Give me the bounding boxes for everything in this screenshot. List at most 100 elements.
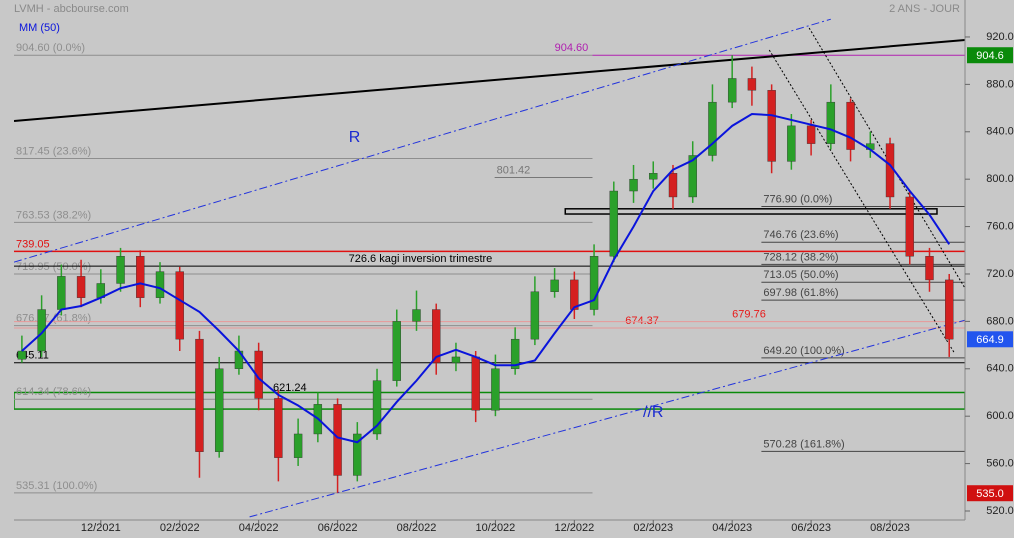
y-tick-label: 880.0 xyxy=(986,78,1014,90)
price-tag xyxy=(967,485,1013,502)
trend-line xyxy=(14,38,965,122)
level-label: 697.98 (61.8%) xyxy=(763,287,838,299)
candle-body xyxy=(293,433,303,458)
candle-body xyxy=(727,78,737,103)
x-tick-label: 08/2022 xyxy=(397,522,437,534)
annotation: //R xyxy=(643,404,663,421)
candle-body xyxy=(353,433,362,476)
candle-body xyxy=(17,350,27,360)
y-tick-label: 560.0 xyxy=(986,457,1014,469)
price-tag-label: 664.9 xyxy=(976,334,1004,346)
candle-body xyxy=(767,90,776,162)
candle-body xyxy=(333,404,342,476)
candle-body xyxy=(254,350,263,399)
candle-body xyxy=(451,356,461,364)
candle-body xyxy=(688,155,697,198)
chart-title: LVMH - abcbourse.com xyxy=(14,3,129,15)
price-tag-label: 535.0 xyxy=(976,488,1004,500)
y-tick-label: 680.0 xyxy=(986,315,1014,327)
moving-average xyxy=(21,112,951,444)
level-label: 776.90 (0.0%) xyxy=(763,193,832,205)
candle-body xyxy=(945,279,954,340)
candle-body xyxy=(175,271,184,340)
zone xyxy=(564,208,938,215)
candle-body xyxy=(708,101,717,156)
candle-body xyxy=(787,125,796,162)
x-tick-label: 08/2023 xyxy=(870,522,910,534)
candle-body xyxy=(274,398,283,458)
level-label: 719.95 (50.0%) xyxy=(16,261,91,273)
level-label: 746.76 (23.6%) xyxy=(763,229,838,241)
candle-body xyxy=(195,338,204,452)
trend-line xyxy=(808,27,965,289)
candle-body xyxy=(116,256,125,284)
y-tick-label: 760.0 xyxy=(986,220,1014,232)
x-tick-label: 02/2022 xyxy=(160,522,200,534)
level-label: 535.31 (100.0%) xyxy=(16,480,97,492)
price-tag xyxy=(967,47,1013,64)
candle-body xyxy=(550,279,559,292)
candle-body xyxy=(412,309,421,322)
candle-body xyxy=(136,256,145,298)
candle-body xyxy=(372,380,382,435)
level-label: 801.42 xyxy=(497,164,531,176)
candle-body xyxy=(925,256,934,281)
candle-body xyxy=(747,78,757,91)
price-tag xyxy=(967,331,1013,348)
candle-body xyxy=(609,190,619,257)
level-label: 739.05 xyxy=(16,238,50,250)
candle-body xyxy=(668,173,678,198)
candle-body xyxy=(510,338,520,369)
x-tick-label: 06/2023 xyxy=(791,522,831,534)
candle-body xyxy=(471,356,480,411)
legend-entry: MM (50) xyxy=(19,22,60,34)
y-tick-label: 640.0 xyxy=(986,363,1014,375)
y-tick-label: 920.0 xyxy=(986,31,1014,43)
x-tick-label: 04/2023 xyxy=(712,522,752,534)
trend-line xyxy=(249,319,965,518)
candle-body xyxy=(491,368,500,411)
x-tick-label: 12/2022 xyxy=(554,522,594,534)
y-tick-label: 520.0 xyxy=(986,505,1014,517)
x-tick-label: 06/2022 xyxy=(318,522,358,534)
candle-body xyxy=(826,101,836,144)
x-tick-label: 12/2021 xyxy=(81,522,121,534)
candle-body xyxy=(530,291,540,340)
trend-line xyxy=(14,18,831,263)
chart-subtitle: 2 ANS - JOUR xyxy=(889,3,960,15)
plot-area: 904.60 (0.0%) 817.45 (23.6%) 763.53 (38.2%… xyxy=(14,18,965,518)
price-tag-label: 904.6 xyxy=(976,50,1004,62)
level-label: 904.60 (0.0%) xyxy=(16,42,85,54)
candle-body xyxy=(57,276,66,310)
annotation: 621.24 xyxy=(273,382,307,394)
trend-line xyxy=(768,49,955,353)
candle-body xyxy=(392,321,401,381)
candle-body xyxy=(589,256,599,310)
candle-body xyxy=(806,125,816,144)
level-label: 570.28 (161.8%) xyxy=(763,438,844,450)
candle-body xyxy=(76,276,86,298)
candle-body xyxy=(432,309,441,364)
x-tick-label: 02/2023 xyxy=(633,522,673,534)
candle-body xyxy=(649,173,658,180)
level-label: 763.53 (38.2%) xyxy=(16,209,91,221)
candle-body xyxy=(905,196,914,257)
y-tick-label: 720.0 xyxy=(986,268,1014,280)
candle-body xyxy=(629,178,638,192)
level-label: 614.34 (78.6%) xyxy=(16,386,91,398)
level-label: 728.12 (38.2%) xyxy=(763,251,838,263)
candle-body xyxy=(155,271,165,298)
level-label: 674.37 xyxy=(625,315,659,327)
x-tick-label: 10/2022 xyxy=(476,522,516,534)
y-tick-label: 840.0 xyxy=(986,126,1014,138)
zone xyxy=(14,391,965,410)
candle-body xyxy=(570,279,579,310)
level-label: 679.76 xyxy=(732,309,766,321)
level-label: 904.60 xyxy=(555,42,589,54)
annotation: R xyxy=(349,129,361,146)
level-label: 713.05 (50.0%) xyxy=(763,269,838,281)
y-tick-label: 600.0 xyxy=(986,410,1014,422)
